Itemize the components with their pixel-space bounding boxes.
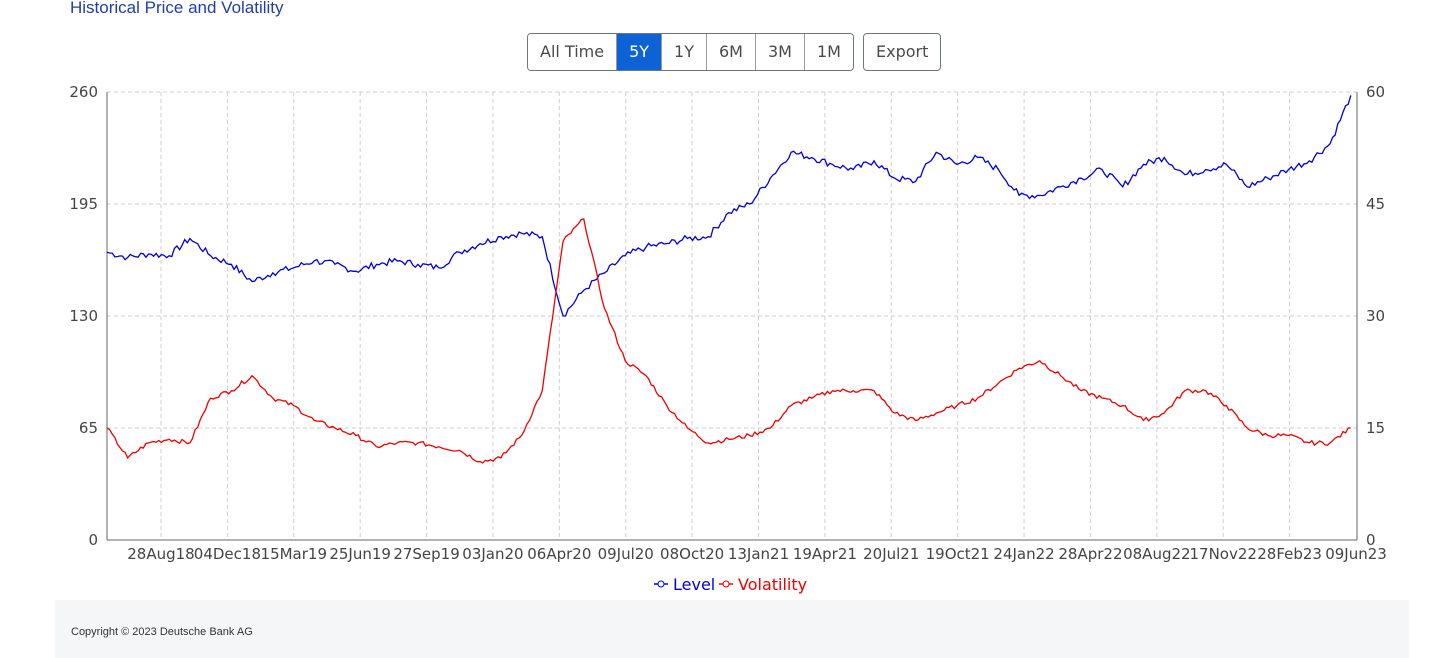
x-tick-label: 04Dec18 [194, 545, 261, 563]
legend-marker-dot [722, 580, 730, 588]
x-tick-label: 25Jun19 [329, 545, 391, 563]
legend-item-volatility: Volatility [719, 575, 807, 594]
range-button-1m[interactable]: 1M [804, 34, 853, 70]
y-right-tick-label: 60 [1366, 83, 1385, 101]
x-tick-label: 28Aug18 [127, 545, 194, 563]
x-tick-label: 13Jan21 [728, 545, 789, 563]
x-tick-label: 09Jun23 [1325, 545, 1387, 563]
x-tick-label: 09Jul20 [598, 545, 654, 563]
x-tick-label: 19Apr21 [793, 545, 857, 563]
footer: Copyright © 2023 Deutsche Bank AG [55, 600, 1409, 658]
x-tick-label: 08Aug22 [1123, 545, 1190, 563]
range-button-5y[interactable]: 5Y [617, 34, 663, 70]
range-button-3m[interactable]: 3M [755, 34, 805, 70]
y-right-tick-label: 45 [1366, 195, 1385, 213]
range-button-1y[interactable]: 1Y [662, 34, 707, 70]
series-line-volatility [106, 218, 1351, 464]
x-tick-label: 06Apr20 [527, 545, 591, 563]
range-selector: All Time 5Y 1Y 6M 3M 1M [527, 33, 854, 71]
y-right-tick-label: 0 [1366, 531, 1376, 549]
legend-label-volatility: Volatility [738, 575, 807, 594]
x-tick-label: 28Apr22 [1058, 545, 1122, 563]
y-right-tick-label: 15 [1366, 419, 1385, 437]
x-tick-label: 24Jan22 [993, 545, 1054, 563]
y-left-tick-label: 260 [69, 83, 98, 101]
copyright-text: Copyright © 2023 Deutsche Bank AG [71, 626, 253, 638]
x-tick-label: 19Oct21 [926, 545, 990, 563]
y-left-tick-label: 195 [69, 195, 98, 213]
series-line-level [106, 95, 1352, 317]
x-tick-label: 08Oct20 [660, 545, 724, 563]
range-button-6m[interactable]: 6M [706, 34, 756, 70]
page-title: Historical Price and Volatility [70, 0, 284, 17]
x-tick-label: 27Sep19 [393, 545, 459, 563]
y-left-tick-label: 130 [69, 307, 98, 325]
x-tick-label: 28Feb23 [1257, 545, 1322, 563]
x-tick-label: 15Mar19 [261, 545, 327, 563]
legend-label-level: Level [673, 575, 715, 594]
y-left-tick-label: 65 [79, 419, 98, 437]
y-left-tick-label: 0 [88, 531, 98, 549]
x-tick-label: 20Jul21 [863, 545, 919, 563]
legend-marker-dot [657, 580, 665, 588]
price-volatility-chart: 0 65 130 195 260 0 15 30 45 60 28Aug18 04Dec18 15Mar… [69, 83, 1387, 594]
y-right-tick-label: 30 [1366, 307, 1385, 325]
x-tick-label: 03Jan20 [462, 545, 523, 563]
x-tick-label: 17Nov22 [1189, 545, 1256, 563]
range-button-all-time[interactable]: All Time [528, 34, 618, 70]
legend-item-level: Level [654, 575, 715, 594]
export-button[interactable]: Export [863, 33, 942, 71]
